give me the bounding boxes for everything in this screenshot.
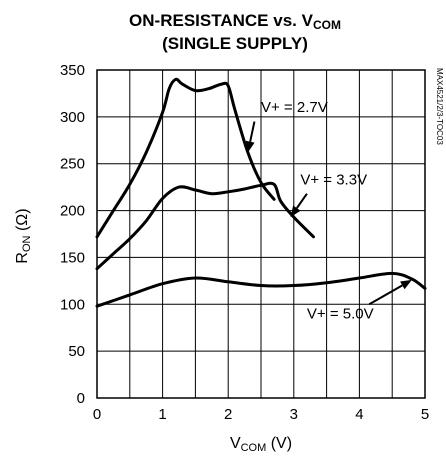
x-tick-label: 0 <box>93 406 101 423</box>
y-axis-label: RON (Ω) <box>14 208 33 263</box>
y-tick-label: 0 <box>77 390 85 407</box>
annotation-arrow-line <box>368 284 403 306</box>
y-tick-label: 250 <box>60 156 85 173</box>
x-tick-label: 5 <box>421 406 429 423</box>
y-tick-label: 50 <box>68 343 85 360</box>
y-tick-label: 350 <box>60 62 85 79</box>
y-tick-label: 150 <box>60 249 85 266</box>
annotation-arrowhead <box>400 279 412 290</box>
plot-annotations: V+ = 2.7V V+ = 3.3V V+ = 5.0V <box>245 99 412 322</box>
x-axis-label: VCOM (V) <box>230 435 292 454</box>
y-tick-label: 100 <box>60 296 85 313</box>
chart-title-line1: ON-RESISTANCE vs. VCOM <box>129 11 341 32</box>
x-tick-label: 1 <box>158 406 166 423</box>
series-label-0: V+ = 2.7V <box>261 99 328 116</box>
y-tick-label: 200 <box>60 203 85 220</box>
annotation-arrow-line <box>249 121 256 142</box>
plot-grid <box>96 69 426 399</box>
series-line-1 <box>95 181 315 271</box>
series-label-1: V+ = 3.3V <box>300 171 367 188</box>
x-tick-label: 2 <box>224 406 232 423</box>
annotation-arrow-line <box>296 193 308 209</box>
x-tick-label: 3 <box>290 406 298 423</box>
plot-curves <box>95 77 427 308</box>
series-label-2: V+ = 5.0V <box>307 305 374 322</box>
annotation-arrowhead <box>290 205 301 218</box>
chart-title-line2: (SINGLE SUPPLY) <box>162 34 308 53</box>
series-line-0 <box>95 77 276 239</box>
y-tick-label: 300 <box>60 109 85 126</box>
series-line-2 <box>95 271 427 308</box>
annotation-arrowhead <box>245 140 255 153</box>
x-tick-label: 4 <box>355 406 363 423</box>
figure-code: MAX4521/2/3-TOC03 <box>435 68 444 145</box>
